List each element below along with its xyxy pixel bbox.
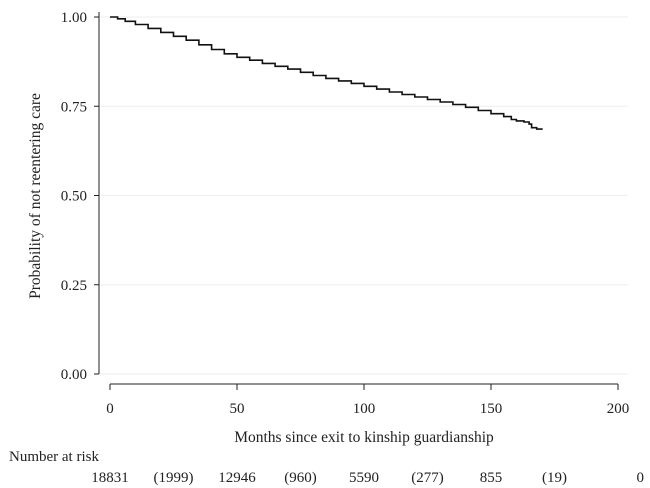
- x-tick-label-4: 200: [607, 401, 630, 417]
- x-tick-label-2: 100: [353, 401, 376, 417]
- y-tick-label-0: 0.00: [61, 367, 87, 383]
- x-tick-label-1: 50: [230, 401, 245, 417]
- at-risk-count-3: 855: [480, 470, 503, 486]
- survival-curve-line: [110, 16, 543, 130]
- event-count-1: (960): [284, 470, 317, 486]
- y-tick-label-4: 1.00: [61, 10, 87, 26]
- risk-table-label: Number at risk: [9, 449, 99, 465]
- risk-table: 18831 12946 5590 855 0 (1999) (960) (277) (19): [91, 470, 644, 486]
- event-count-0: (1999): [154, 470, 194, 486]
- y-tick-label-3: 0.75: [61, 99, 87, 115]
- y-tick-label-1: 0.25: [61, 278, 87, 294]
- event-count-3: (19): [542, 470, 567, 486]
- y-ticks: 0.00 0.25 0.50 0.75 1.00: [61, 10, 99, 383]
- axes: [98, 12, 618, 385]
- y-axis-title: Probability of not reentering care: [27, 93, 44, 299]
- x-ticks: 0 50 100 150 200: [106, 384, 629, 417]
- at-risk-count-0: 18831: [91, 470, 129, 486]
- at-risk-count-4: 0: [637, 470, 645, 486]
- at-risk-count-2: 5590: [349, 470, 379, 486]
- x-axis-title: Months since exit to kinship guardianshi…: [234, 429, 494, 446]
- y-tick-label-2: 0.50: [61, 189, 87, 205]
- at-risk-count-1: 12946: [218, 470, 256, 486]
- x-tick-label-0: 0: [106, 401, 114, 417]
- event-count-2: (277): [411, 470, 444, 486]
- grid-lines: [100, 16, 628, 375]
- x-tick-label-3: 150: [480, 401, 503, 417]
